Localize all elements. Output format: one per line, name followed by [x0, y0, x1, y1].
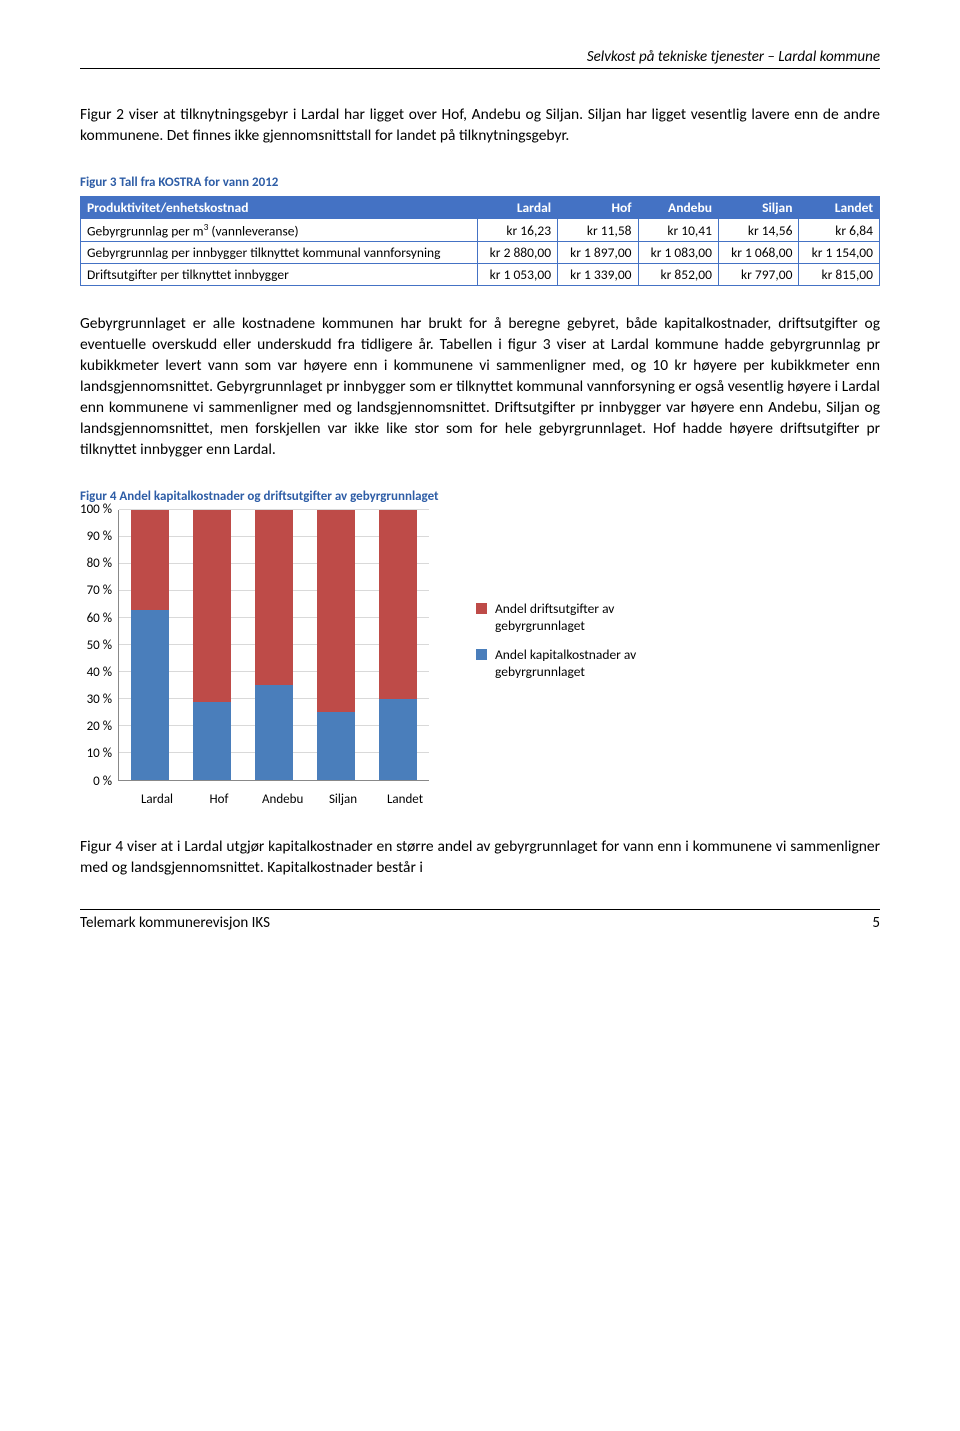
table-header-cell: Hof [558, 196, 638, 218]
table-cell: kr 815,00 [799, 264, 880, 286]
table-cell: kr 797,00 [718, 264, 798, 286]
chart-bar-segment [193, 510, 231, 702]
legend-swatch-icon [476, 649, 487, 660]
footer-page-number: 5 [872, 914, 880, 932]
table-header-cell: Lardal [477, 196, 557, 218]
y-tick-label: 100 % [80, 503, 112, 516]
chart-bar-segment [255, 685, 293, 780]
chart-x-axis: Lardal Hof Andebu Siljan Landet [126, 792, 436, 807]
x-tick-label: Lardal [138, 792, 176, 807]
chart-bar-segment [131, 610, 169, 780]
table-cell: kr 6,84 [799, 218, 880, 242]
table-cell: kr 2 880,00 [477, 242, 557, 264]
page-footer: Telemark kommunerevisjon IKS 5 [80, 909, 880, 932]
table-cell: Gebyrgrunnlag per m3 (vannleveranse) [81, 218, 478, 242]
y-tick-label: 60 % [80, 612, 112, 625]
x-tick-label: Hof [200, 792, 238, 807]
table-header-cell: Produktivitet/enhetskostnad [81, 196, 478, 218]
table-cell: Driftsutgifter per tilknyttet innbygger [81, 264, 478, 286]
legend-label: Andel driftsutgifter av gebyrgrunnlaget [495, 600, 695, 634]
chart-y-axis: 100 % 90 % 80 % 70 % 60 % 50 % 40 % 30 % 20 % 10 … [80, 503, 118, 788]
document-page: Selvkost på tekniske tjenester – Lardal … [0, 0, 960, 964]
y-tick-label: 30 % [80, 693, 112, 706]
chart-bar-segment [379, 510, 417, 699]
table-cell: kr 852,00 [638, 264, 718, 286]
table-header-cell: Landet [799, 196, 880, 218]
table-cell: kr 11,58 [558, 218, 638, 242]
figure-3-table: Produktivitet/enhetskostnadLardalHofAnde… [80, 196, 880, 287]
y-tick-label: 90 % [80, 530, 112, 543]
figure-4-chart: 100 %90 %80 %70 %60 %50 %40 %30 %20 %10 … [80, 510, 880, 807]
y-tick-label: 0 % [80, 775, 112, 788]
y-tick-label: 80 % [80, 557, 112, 570]
table-cell: kr 1 339,00 [558, 264, 638, 286]
footer-left: Telemark kommunerevisjon IKS [80, 914, 270, 932]
chart-bar [317, 510, 355, 780]
paragraph-3: Figur 4 viser at i Lardal utgjør kapital… [80, 837, 880, 879]
figure-4-caption: Figur 4 Andel kapitalkostnader og drifts… [80, 489, 880, 504]
chart-bar [379, 510, 417, 780]
table-row: Gebyrgrunnlag per innbygger tilknyttet k… [81, 242, 880, 264]
table-cell: kr 14,56 [718, 218, 798, 242]
y-tick-label: 10 % [80, 747, 112, 760]
chart-bar-segment [193, 702, 231, 780]
legend-item: Andel driftsutgifter av gebyrgrunnlaget [476, 600, 695, 634]
chart-plot-area [118, 510, 429, 781]
y-tick-label: 70 % [80, 584, 112, 597]
paragraph-2: Gebyrgrunnlaget er alle kostnadene kommu… [80, 314, 880, 460]
table-header-cell: Andebu [638, 196, 718, 218]
chart-bar-segment [131, 510, 169, 610]
table-cell: Gebyrgrunnlag per innbygger tilknyttet k… [81, 242, 478, 264]
chart-legend: Andel driftsutgifter av gebyrgrunnlaget A… [476, 600, 695, 692]
x-tick-label: Landet [386, 792, 424, 807]
y-tick-label: 40 % [80, 666, 112, 679]
chart-bar-segment [317, 510, 355, 713]
legend-item: Andel kapitalkostnader av gebyrgrunnlage… [476, 646, 695, 680]
table-cell: kr 10,41 [638, 218, 718, 242]
chart-bar [255, 510, 293, 780]
table-cell: kr 16,23 [477, 218, 557, 242]
legend-swatch-icon [476, 603, 487, 614]
y-tick-label: 50 % [80, 639, 112, 652]
table-cell: kr 1 083,00 [638, 242, 718, 264]
table-header-cell: Siljan [718, 196, 798, 218]
chart-bar [193, 510, 231, 780]
table-cell: kr 1 053,00 [477, 264, 557, 286]
chart-bar-segment [255, 510, 293, 686]
table-cell: kr 1 068,00 [718, 242, 798, 264]
x-tick-label: Andebu [262, 792, 300, 807]
table-row: Gebyrgrunnlag per m3 (vannleveranse)kr 1… [81, 218, 880, 242]
page-header: Selvkost på tekniske tjenester – Lardal … [80, 48, 880, 69]
y-tick-label: 20 % [80, 720, 112, 733]
legend-label: Andel kapitalkostnader av gebyrgrunnlage… [495, 646, 695, 680]
table-row: Driftsutgifter per tilknyttet innbyggerk… [81, 264, 880, 286]
x-tick-label: Siljan [324, 792, 362, 807]
chart-bar-segment [317, 712, 355, 780]
paragraph-1: Figur 2 viser at tilknytningsgebyr i Lar… [80, 105, 880, 147]
table-cell: kr 1 154,00 [799, 242, 880, 264]
table-cell: kr 1 897,00 [558, 242, 638, 264]
chart-bar-segment [379, 699, 417, 780]
figure-3-caption: Figur 3 Tall fra KOSTRA for vann 2012 [80, 175, 880, 190]
chart-bar [131, 510, 169, 780]
